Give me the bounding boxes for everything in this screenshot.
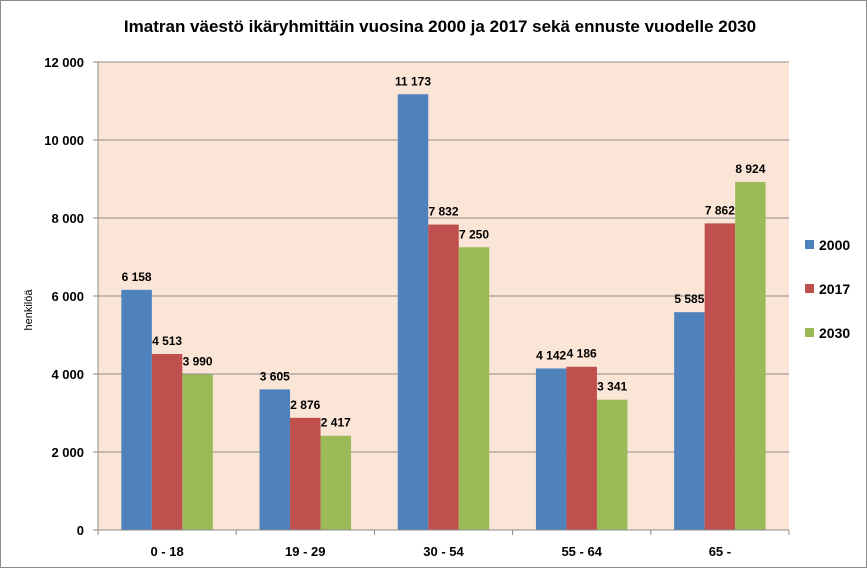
- bar: [259, 389, 291, 530]
- bar: [535, 368, 567, 530]
- bar: [320, 435, 352, 530]
- bar: [121, 289, 152, 530]
- x-tick-label: 65 -: [709, 544, 731, 559]
- legend-label: 2000: [819, 237, 850, 253]
- y-tick-label: 12 000: [44, 55, 84, 70]
- data-label: 4 513: [152, 334, 182, 348]
- chart-title: Imatran väestö ikäryhmittäin vuosina 200…: [124, 17, 756, 36]
- bar: [674, 312, 705, 530]
- legend: 2000 2017 2030: [805, 237, 850, 341]
- bar: [182, 374, 213, 530]
- bar: [566, 366, 597, 530]
- y-axis-label: henkilöä: [23, 289, 35, 331]
- bar: [428, 224, 459, 530]
- data-label: 4 142: [536, 348, 566, 362]
- data-label: 7 862: [705, 203, 735, 217]
- x-tick-label: 0 - 18: [150, 544, 183, 559]
- legend-swatch: [805, 328, 814, 337]
- axes: 0 2 000 4 000 6 000 8 000 10 000 12 000 0 - 18 1…: [44, 55, 790, 559]
- y-tick-label: 8 000: [51, 211, 84, 226]
- data-label: 2 876: [290, 398, 320, 412]
- y-tick-label: 0: [77, 523, 84, 538]
- data-label: 6 158: [122, 270, 152, 284]
- bar: [596, 399, 628, 530]
- bar: [151, 353, 183, 530]
- bar: [458, 247, 490, 530]
- y-tick-label: 4 000: [51, 367, 84, 382]
- x-tick-label: 19 - 29: [285, 544, 325, 559]
- legend-label: 2017: [819, 281, 850, 297]
- legend-swatch: [805, 240, 814, 249]
- data-label: 7 832: [428, 205, 458, 219]
- bar: [397, 94, 429, 531]
- bar: [290, 417, 321, 530]
- y-tick-label: 10 000: [44, 133, 84, 148]
- data-label: 2 417: [321, 416, 351, 430]
- data-label: 4 186: [567, 347, 597, 361]
- bar: [704, 223, 736, 530]
- data-label: 11 173: [395, 74, 431, 88]
- data-label: 8 924: [735, 162, 765, 176]
- y-tick-label: 6 000: [51, 289, 84, 304]
- data-label: 5 585: [674, 292, 704, 306]
- data-label: 7 250: [459, 227, 489, 241]
- data-label: 3 605: [260, 369, 290, 383]
- legend-label: 2030: [819, 325, 850, 341]
- legend-swatch: [805, 284, 814, 293]
- x-tick-label: 30 - 54: [423, 544, 464, 559]
- data-label: 3 341: [597, 380, 627, 394]
- x-tick-label: 55 - 64: [561, 544, 602, 559]
- y-tick-label: 2 000: [51, 445, 84, 460]
- data-label: 3 990: [183, 354, 213, 368]
- bars: [121, 94, 766, 531]
- bar: [735, 181, 766, 531]
